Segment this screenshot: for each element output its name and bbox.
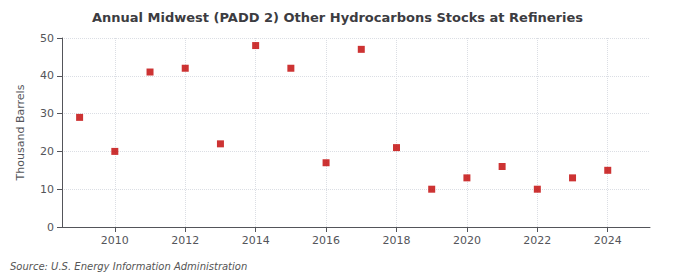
svg-text:2022: 2022 — [523, 234, 551, 247]
svg-text:Source: U.S. Energy Informatio: Source: U.S. Energy Information Administ… — [10, 261, 247, 272]
svg-text:2012: 2012 — [171, 234, 199, 247]
svg-text:2020: 2020 — [453, 234, 481, 247]
svg-text:2010: 2010 — [101, 234, 129, 247]
svg-text:0: 0 — [47, 221, 54, 234]
svg-text:50: 50 — [40, 32, 54, 45]
svg-text:2014: 2014 — [242, 234, 270, 247]
svg-text:Annual Midwest (PADD 2) Other: Annual Midwest (PADD 2) Other Hydrocarbo… — [92, 10, 583, 25]
svg-text:Thousand Barrels: Thousand Barrels — [14, 84, 27, 181]
svg-text:2024: 2024 — [594, 234, 622, 247]
svg-text:40: 40 — [40, 69, 54, 82]
svg-text:30: 30 — [40, 107, 54, 120]
svg-text:20: 20 — [40, 145, 54, 158]
svg-text:10: 10 — [40, 183, 54, 196]
svg-text:2016: 2016 — [312, 234, 340, 247]
svg-text:2018: 2018 — [382, 234, 410, 247]
